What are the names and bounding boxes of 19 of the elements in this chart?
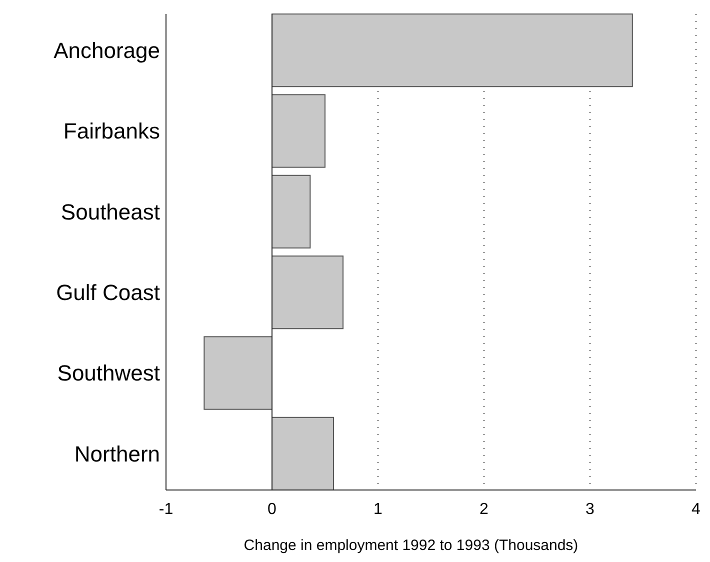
y-tick-label: Southeast [60,199,160,224]
x-tick-label: 4 [692,501,701,518]
bar [272,174,311,248]
x-tick-label: -1 [158,501,174,518]
bar [204,336,272,410]
y-tick-label: Southwest [57,360,160,386]
bar [272,256,344,330]
x-tick-label: 2 [480,501,489,518]
x-tick-label: 3 [586,501,595,518]
x-tick-label: 1 [374,501,383,518]
bar [272,94,326,168]
x-axis-title: Change in employment 1992 to 1993 (Thousands) [244,537,578,554]
y-tick-label: Fairbanks [63,118,160,144]
bar [272,14,633,88]
y-tick-label: Northern [74,441,160,466]
x-tick-label: 0 [268,501,277,518]
y-tick-label: Gulf Coast [56,280,160,306]
bar [272,416,334,490]
y-tick-label: Anchorage [54,38,160,64]
